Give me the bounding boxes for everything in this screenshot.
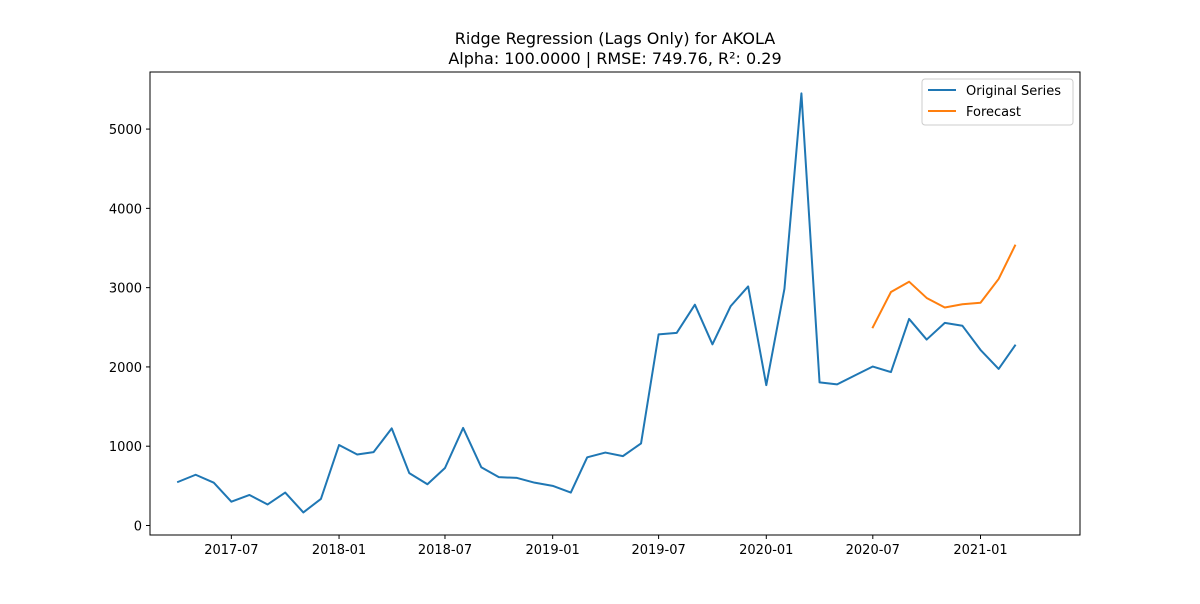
y-tick-label: 2000	[109, 361, 142, 376]
y-tick-label: 0	[134, 519, 142, 534]
chart-title: Ridge Regression (Lags Only) for AKOLA	[455, 29, 775, 48]
x-tick-label: 2020-07	[846, 543, 900, 558]
x-tick-label: 2018-01	[312, 543, 366, 558]
legend-label-forecast: Forecast	[966, 105, 1021, 120]
y-tick-label: 4000	[109, 202, 142, 217]
y-tick-label: 3000	[109, 282, 142, 297]
legend: Original Series Forecast	[922, 79, 1073, 125]
x-tick-label: 2019-01	[526, 543, 580, 558]
x-tick-label: 2021-01	[953, 543, 1007, 558]
x-tick-label: 2017-07	[204, 543, 258, 558]
x-tick-label: 2020-01	[739, 543, 793, 558]
y-tick-label: 5000	[109, 123, 142, 138]
y-tick-label: 1000	[109, 440, 142, 455]
x-tick-label: 2018-07	[418, 543, 472, 558]
legend-label-original-series: Original Series	[966, 84, 1061, 99]
x-tick-label: 2019-07	[631, 543, 685, 558]
plot-area	[150, 72, 1080, 535]
chart-subtitle: Alpha: 100.0000 | RMSE: 749.76, R²: 0.29	[448, 49, 781, 68]
